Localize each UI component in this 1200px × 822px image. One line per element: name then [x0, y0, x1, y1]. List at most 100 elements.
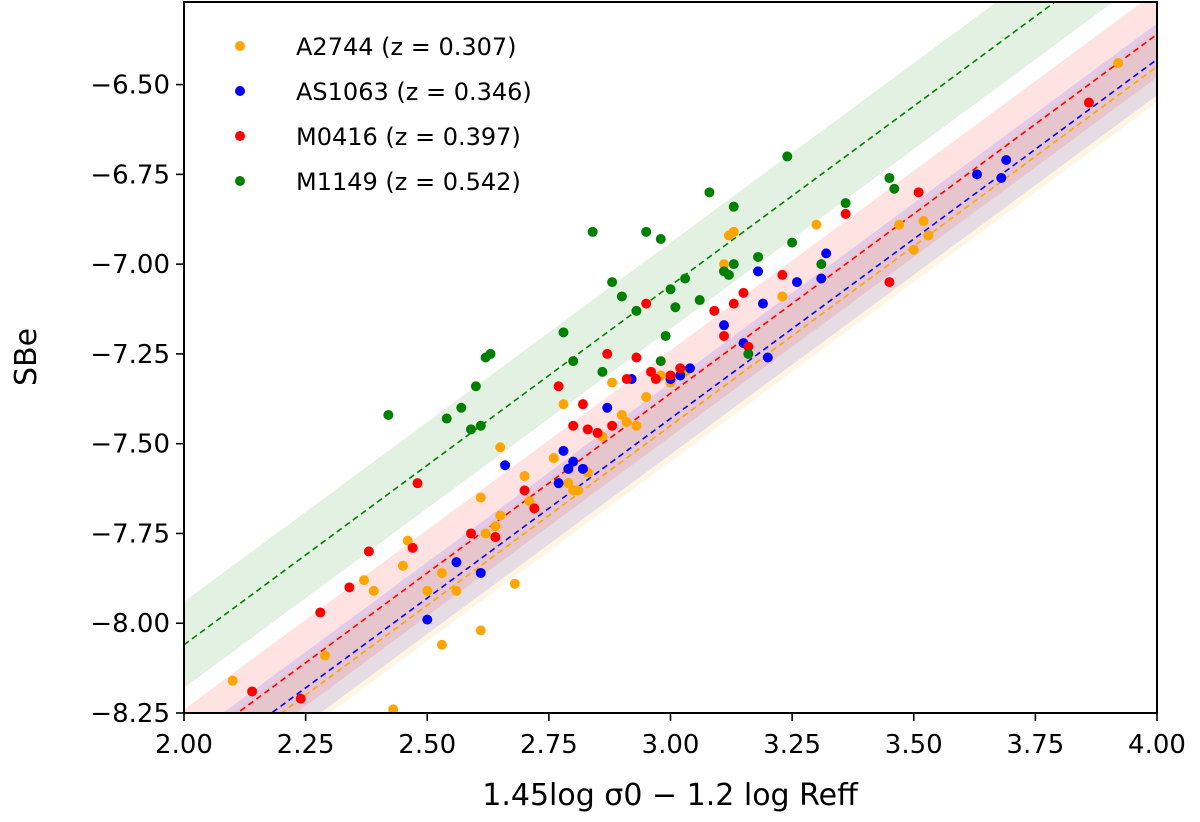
data-point — [519, 471, 530, 481]
data-point — [607, 277, 618, 288]
x-tick-label: 3.25 — [763, 730, 821, 760]
data-point — [582, 424, 593, 435]
data-point — [709, 305, 720, 316]
data-point — [500, 460, 511, 471]
data-point — [757, 298, 768, 309]
data-point — [616, 409, 627, 420]
data-point — [363, 546, 374, 557]
data-point — [719, 320, 730, 331]
data-point — [568, 420, 579, 431]
data-point — [577, 463, 588, 474]
legend-marker — [235, 176, 245, 186]
data-point — [971, 169, 982, 180]
data-point — [738, 287, 749, 298]
data-point — [607, 420, 618, 431]
x-axis-title: 1.45log σ0 − 1.2 log Reff — [482, 778, 859, 813]
legend-marker — [235, 131, 245, 141]
legend-label: M0416 (z = 0.397) — [296, 123, 521, 151]
x-tick-label: 3.00 — [642, 730, 700, 760]
data-point — [475, 420, 486, 431]
data-point — [422, 585, 433, 596]
data-point — [894, 219, 905, 230]
data-point — [558, 445, 569, 456]
y-tick-label: −8.00 — [90, 609, 170, 639]
data-point — [602, 402, 613, 413]
data-point — [573, 485, 584, 496]
data-point — [821, 248, 832, 259]
data-point — [602, 348, 613, 359]
data-point — [719, 259, 730, 270]
data-point — [646, 366, 657, 377]
data-point — [816, 273, 827, 284]
data-point — [923, 230, 934, 241]
data-point — [641, 226, 652, 237]
data-point — [782, 151, 793, 162]
data-point — [631, 420, 642, 431]
data-point — [743, 341, 754, 352]
data-point — [563, 478, 574, 489]
fit-band — [184, 2, 1157, 713]
data-point — [840, 198, 851, 209]
legend-label: M1149 (z = 0.542) — [296, 168, 521, 196]
data-point — [777, 291, 788, 302]
data-point — [675, 370, 686, 381]
data-point — [913, 187, 924, 198]
data-point — [475, 492, 486, 503]
data-point — [412, 478, 423, 489]
data-point — [524, 496, 535, 507]
data-point — [908, 244, 919, 255]
data-point — [777, 269, 788, 280]
data-point — [388, 704, 399, 713]
data-point — [670, 302, 681, 313]
data-point — [1113, 58, 1124, 69]
data-point — [694, 295, 705, 306]
data-point — [884, 277, 895, 288]
data-point — [466, 528, 477, 539]
data-point — [553, 381, 564, 392]
data-point — [607, 377, 618, 388]
data-point — [320, 650, 331, 661]
data-point — [675, 363, 686, 374]
data-point — [422, 614, 433, 625]
data-point — [889, 183, 900, 194]
data-point — [495, 510, 506, 521]
data-point — [359, 575, 370, 586]
data-point — [368, 585, 379, 596]
data-point — [719, 330, 730, 341]
y-axis-title: SBe — [9, 328, 44, 386]
data-point — [475, 625, 486, 636]
data-point — [660, 330, 671, 341]
data-point — [295, 693, 306, 704]
data-point — [680, 273, 691, 284]
data-point — [495, 442, 506, 453]
data-point — [568, 456, 579, 467]
y-tick-label: −7.50 — [90, 430, 170, 460]
x-tick-label: 2.25 — [277, 730, 335, 760]
fit-line — [270, 58, 1157, 713]
data-point — [1083, 97, 1094, 108]
fit-line — [236, 33, 1157, 713]
x-tick-label: 2.75 — [520, 730, 578, 760]
data-point — [684, 363, 695, 374]
legend-marker — [235, 41, 245, 51]
data-point — [397, 560, 408, 571]
data-point — [456, 402, 467, 413]
data-point — [1001, 155, 1012, 165]
data-point — [996, 172, 1007, 183]
data-point — [665, 370, 676, 381]
data-point — [509, 578, 520, 589]
data-point — [728, 226, 739, 237]
data-point — [918, 216, 929, 227]
data-point — [787, 237, 798, 248]
data-point — [344, 582, 355, 593]
data-point — [470, 381, 481, 392]
y-tick-label: −6.75 — [90, 160, 170, 190]
data-point — [490, 521, 501, 532]
data-point — [743, 348, 754, 359]
data-point — [753, 251, 764, 262]
data-point — [227, 675, 238, 686]
data-point — [650, 374, 661, 385]
data-point — [631, 305, 642, 316]
data-point — [485, 348, 496, 359]
data-point — [753, 266, 764, 277]
